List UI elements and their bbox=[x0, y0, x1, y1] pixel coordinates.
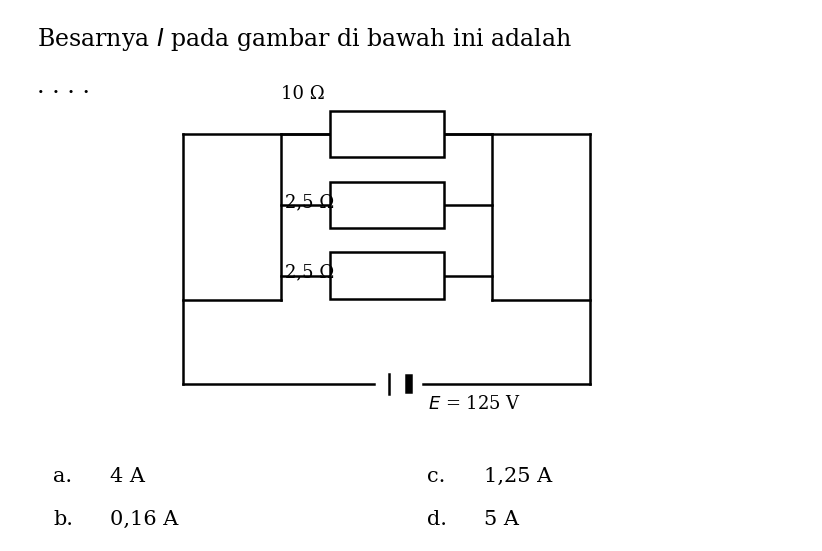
Text: 2,5 Ω: 2,5 Ω bbox=[285, 264, 334, 282]
Text: 2,5 Ω: 2,5 Ω bbox=[285, 193, 334, 211]
Text: 0,16 A: 0,16 A bbox=[110, 510, 178, 529]
Bar bbox=[330, 252, 444, 299]
Text: d.: d. bbox=[427, 510, 447, 529]
Text: 5 A: 5 A bbox=[484, 510, 520, 529]
Text: . . . .: . . . . bbox=[37, 75, 90, 98]
Text: a.: a. bbox=[53, 467, 72, 486]
Text: Besarnya $I$ pada gambar di bawah ini adalah: Besarnya $I$ pada gambar di bawah ini ad… bbox=[37, 26, 571, 53]
Text: 1,25 A: 1,25 A bbox=[484, 467, 552, 486]
Text: c.: c. bbox=[427, 467, 446, 486]
Text: $E$ = 125 V: $E$ = 125 V bbox=[428, 395, 521, 413]
Text: 10 Ω: 10 Ω bbox=[281, 85, 325, 103]
Bar bbox=[330, 182, 444, 228]
Bar bbox=[330, 111, 444, 158]
Text: b.: b. bbox=[53, 510, 73, 529]
Text: 4 A: 4 A bbox=[110, 467, 145, 486]
